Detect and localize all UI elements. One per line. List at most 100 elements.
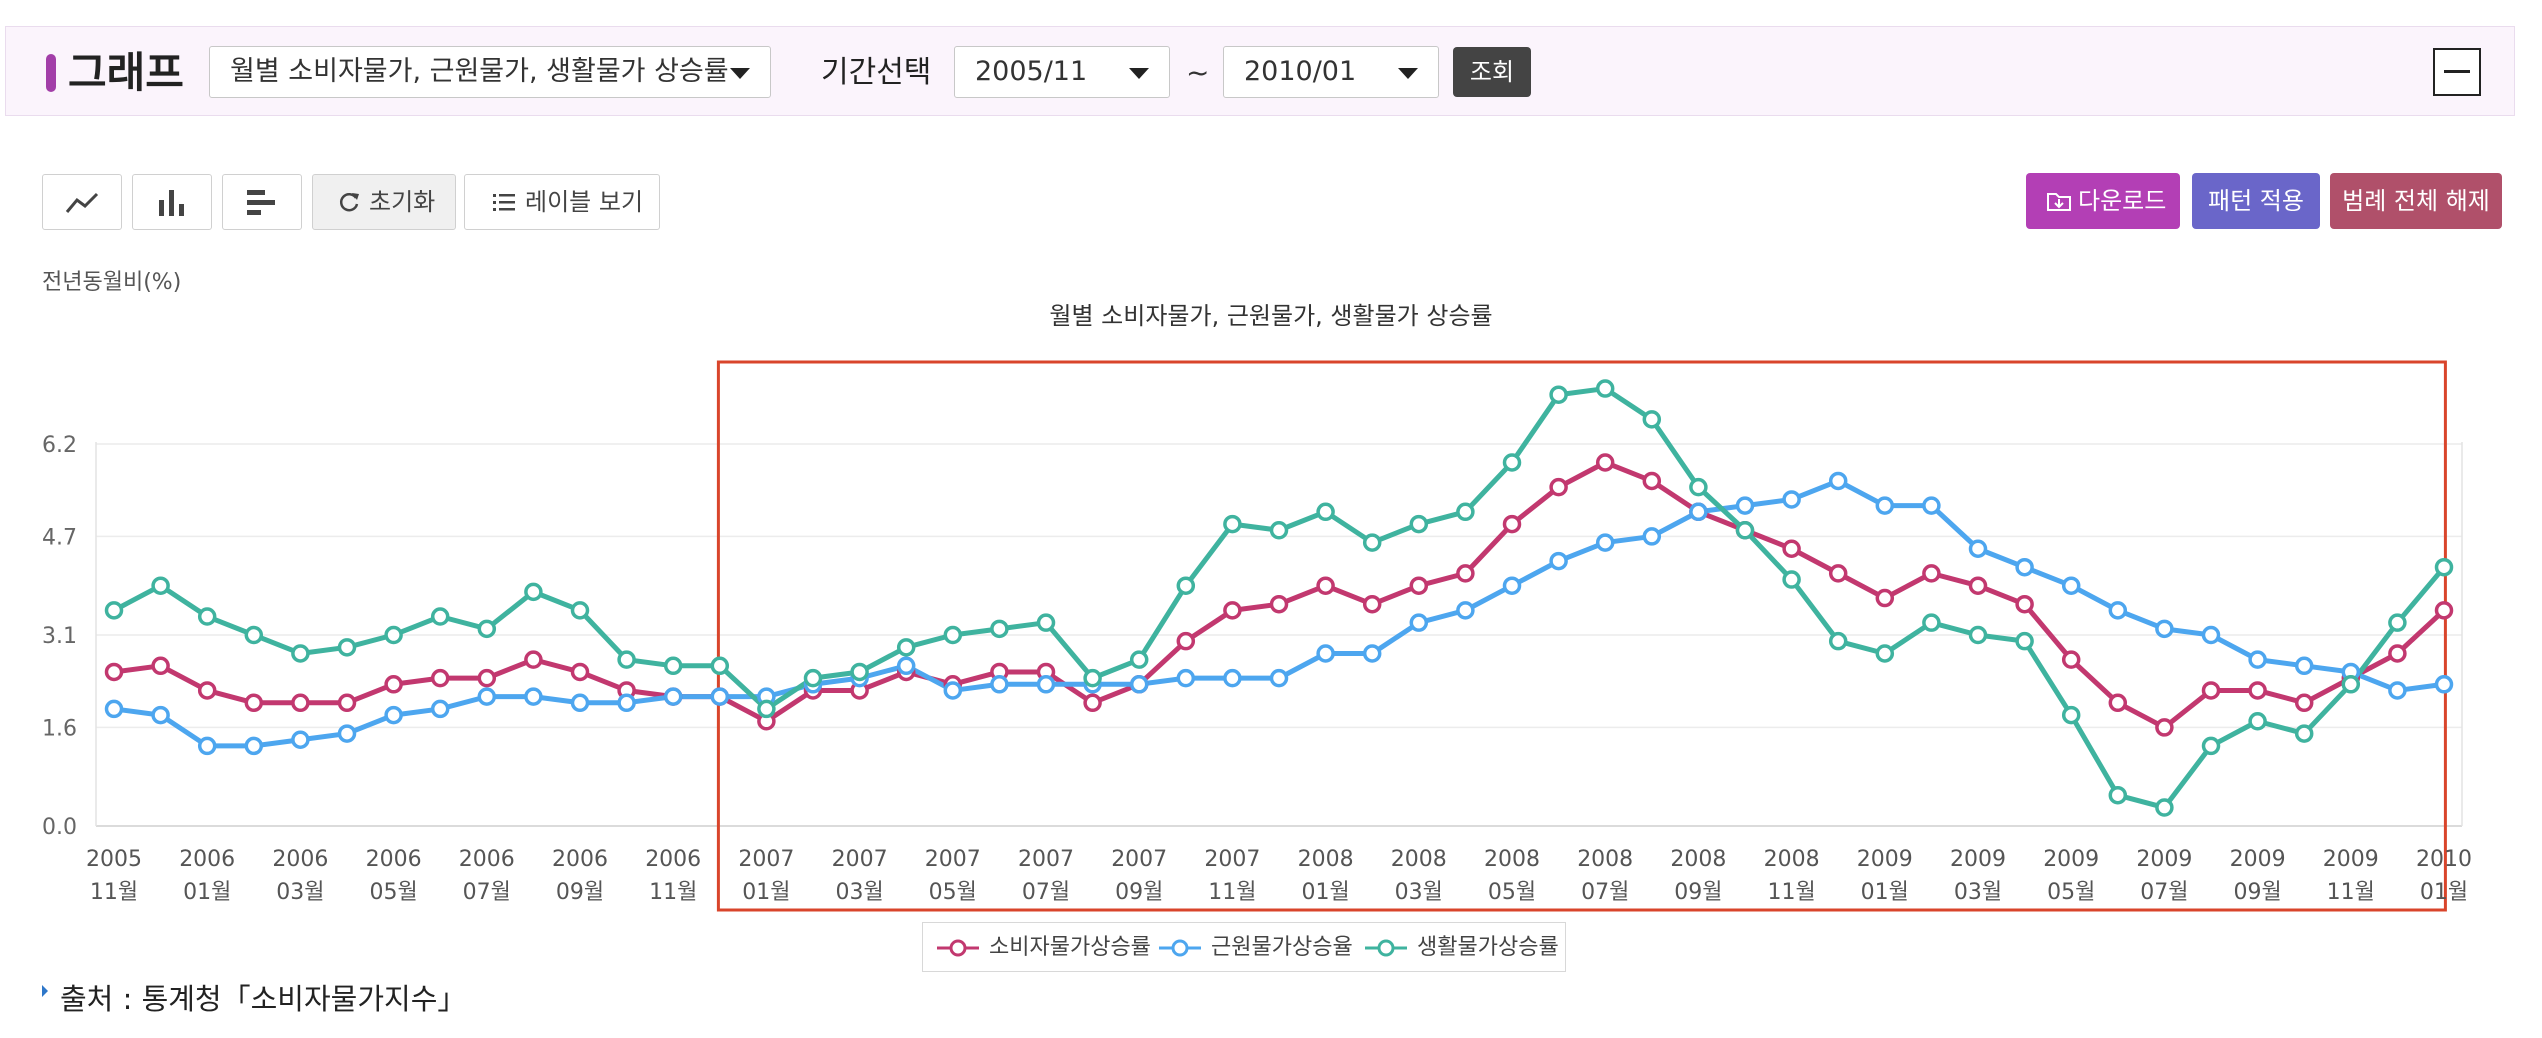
data-point[interactable] [617, 693, 636, 713]
data-point[interactable] [2201, 681, 2221, 700]
data-point[interactable] [2341, 675, 2361, 694]
data-point[interactable] [244, 736, 264, 756]
data-point[interactable] [1456, 601, 1475, 620]
data-point[interactable] [617, 650, 636, 669]
data-point[interactable] [2015, 631, 2034, 651]
data-point[interactable] [430, 607, 450, 626]
data-point[interactable] [1875, 496, 1895, 515]
data-point[interactable] [2201, 625, 2221, 645]
data-point[interactable] [337, 638, 357, 657]
data-point[interactable] [337, 724, 357, 743]
data-point[interactable] [1689, 477, 1708, 497]
data-point[interactable] [384, 675, 403, 694]
data-point[interactable] [1689, 502, 1708, 522]
data-point[interactable] [896, 638, 916, 657]
data-point[interactable] [1409, 576, 1429, 595]
data-point[interactable] [1922, 496, 1941, 515]
data-point[interactable] [1316, 576, 1335, 595]
data-point[interactable] [1223, 514, 1242, 534]
data-point[interactable] [430, 699, 450, 719]
data-point[interactable] [2434, 675, 2454, 694]
data-point[interactable] [1362, 533, 1382, 552]
data-point[interactable] [1968, 539, 1988, 558]
data-point[interactable] [1316, 644, 1335, 663]
data-point[interactable] [1642, 410, 1662, 429]
data-point[interactable] [570, 662, 590, 682]
data-point[interactable] [2388, 613, 2407, 632]
data-point[interactable] [570, 693, 590, 713]
data-point[interactable] [104, 699, 124, 719]
data-point[interactable] [151, 705, 170, 725]
data-point[interactable] [1362, 594, 1382, 614]
data-point[interactable] [1316, 502, 1335, 522]
data-point[interactable] [850, 662, 869, 682]
data-point[interactable] [2294, 656, 2314, 676]
data-point[interactable] [477, 668, 497, 688]
data-point[interactable] [1083, 668, 1102, 688]
data-point[interactable] [1968, 625, 1988, 645]
data-point[interactable] [1502, 453, 1522, 472]
end-period-select[interactable]: 2010/01 [1223, 46, 1439, 98]
data-point[interactable] [990, 619, 1009, 639]
data-point[interactable] [2061, 705, 2081, 725]
data-point[interactable] [2248, 681, 2267, 700]
data-point[interactable] [197, 681, 217, 700]
data-point[interactable] [2108, 785, 2128, 805]
data-point[interactable] [1269, 668, 1289, 688]
reset-button[interactable]: 초기화 [312, 174, 456, 230]
data-point[interactable] [2155, 619, 2174, 639]
data-point[interactable] [104, 662, 124, 682]
data-point[interactable] [1176, 631, 1196, 651]
data-point[interactable] [2061, 576, 2081, 595]
data-point[interactable] [1875, 644, 1895, 663]
data-point[interactable] [2201, 736, 2221, 756]
data-point[interactable] [1828, 631, 1848, 651]
data-point[interactable] [2155, 798, 2174, 817]
pattern-button[interactable]: 패턴 적용 [2192, 173, 2320, 229]
data-point[interactable] [1362, 644, 1382, 663]
query-button[interactable]: 조회 [1453, 47, 1531, 97]
data-point[interactable] [430, 668, 450, 688]
data-point[interactable] [2388, 681, 2407, 700]
line-chart-button[interactable] [42, 174, 122, 230]
data-point[interactable] [1176, 668, 1196, 688]
data-point[interactable] [943, 625, 963, 645]
data-point[interactable] [1223, 668, 1242, 688]
horizontal-bar-chart-button[interactable] [222, 174, 302, 230]
data-point[interactable] [1782, 539, 1801, 558]
bar-chart-button[interactable] [132, 174, 212, 230]
start-period-select[interactable]: 2005/11 [954, 46, 1170, 98]
download-button[interactable]: 다운로드 [2026, 173, 2180, 229]
data-point[interactable] [1129, 675, 1149, 694]
data-point[interactable] [943, 681, 963, 700]
data-point[interactable] [1456, 564, 1475, 583]
data-point[interactable] [663, 687, 683, 706]
data-point[interactable] [197, 736, 217, 756]
data-point[interactable] [1968, 576, 1988, 595]
data-point[interactable] [244, 625, 264, 645]
data-point[interactable] [990, 675, 1009, 694]
data-point[interactable] [384, 625, 403, 645]
data-point[interactable] [2108, 601, 2128, 620]
data-point[interactable] [2294, 693, 2314, 713]
data-point[interactable] [1456, 502, 1475, 522]
data-point[interactable] [1269, 521, 1289, 540]
data-point[interactable] [1409, 613, 1429, 632]
data-point[interactable] [524, 582, 543, 602]
data-point[interactable] [2015, 557, 2034, 577]
data-point[interactable] [1129, 650, 1149, 669]
data-point[interactable] [1502, 514, 1522, 534]
data-point[interactable] [757, 699, 776, 719]
indicator-select[interactable]: 월별 소비자물가, 근원물가, 생활물가 상승률 [209, 46, 771, 98]
data-point[interactable] [1828, 471, 1848, 491]
data-point[interactable] [1642, 527, 1662, 546]
data-point[interactable] [2061, 650, 2081, 669]
data-point[interactable] [1735, 521, 1755, 540]
data-point[interactable] [1269, 594, 1289, 614]
data-point[interactable] [291, 693, 310, 713]
label-view-button[interactable]: 레이블 보기 [464, 174, 660, 230]
data-point[interactable] [663, 656, 683, 676]
data-point[interactable] [1595, 453, 1615, 472]
data-point[interactable] [2434, 557, 2454, 577]
data-point[interactable] [2155, 718, 2174, 737]
